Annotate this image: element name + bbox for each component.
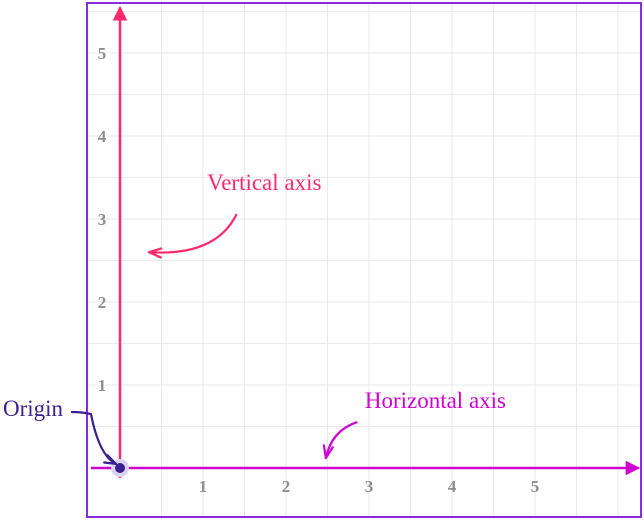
x-tick-label: 2 bbox=[282, 477, 291, 496]
horizontal-axis-label: Horizontal axis bbox=[365, 388, 506, 413]
x-tick-label: 4 bbox=[448, 477, 457, 496]
origin-label: Origin bbox=[3, 396, 64, 421]
x-tick-label: 3 bbox=[365, 477, 374, 496]
y-tick-label: 2 bbox=[98, 293, 107, 312]
coordinate-plane-svg: 1 2 3 4 5 1 2 3 4 5 Vertical axis Horizontal axis Or… bbox=[0, 0, 644, 520]
x-tick-label: 1 bbox=[199, 477, 208, 496]
y-tick-label: 5 bbox=[98, 44, 107, 63]
x-tick-label: 5 bbox=[531, 477, 540, 496]
vertical-axis-label: Vertical axis bbox=[207, 170, 321, 195]
diagram-stage: 1 2 3 4 5 1 2 3 4 5 Vertical axis Horizontal axis Or… bbox=[0, 0, 644, 520]
y-tick-label: 3 bbox=[98, 210, 107, 229]
y-tick-label: 4 bbox=[98, 127, 107, 146]
y-tick-label: 1 bbox=[98, 376, 107, 395]
